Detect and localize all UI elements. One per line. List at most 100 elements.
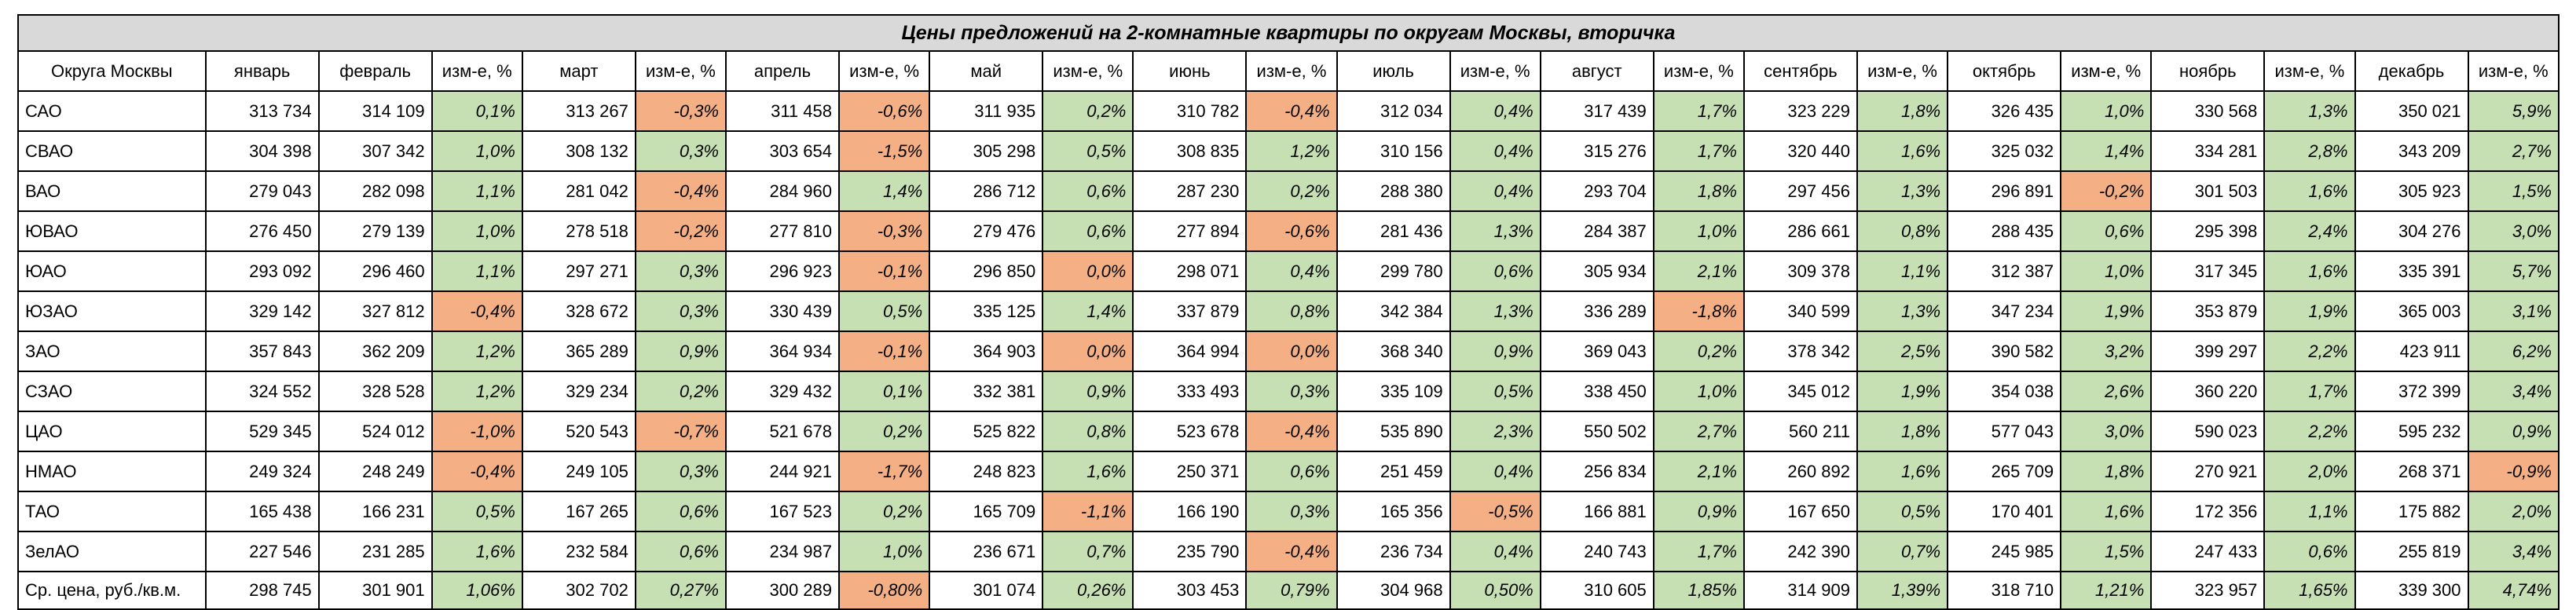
average-price-cell[interactable]: 323 957	[2150, 571, 2266, 610]
row-price-cell[interactable]: 279 043	[204, 170, 320, 212]
row-price-cell[interactable]: 313 734	[204, 90, 320, 132]
row-pct-cell[interactable]: 1,1%	[431, 250, 523, 292]
row-pct-cell[interactable]: 1,3%	[1449, 210, 1541, 252]
row-price-cell[interactable]: 303 654	[725, 130, 840, 172]
row-price-cell[interactable]: 231 285	[317, 531, 433, 572]
row-price-cell[interactable]: 347 234	[1947, 290, 2062, 332]
row-price-cell[interactable]: 329 142	[204, 290, 320, 332]
row-pct-cell[interactable]: 1,0%	[1652, 210, 1745, 252]
row-price-cell[interactable]: 248 823	[929, 451, 1044, 492]
row-pct-cell[interactable]: 2,0%	[2467, 491, 2560, 532]
average-pct-cell[interactable]: 0,79%	[1245, 571, 1338, 610]
row-price-cell[interactable]: 577 043	[1947, 411, 2062, 452]
row-pct-cell[interactable]: 2,8%	[2263, 130, 2356, 172]
row-pct-cell[interactable]: -0,2%	[634, 210, 727, 252]
row-price-cell[interactable]: 312 034	[1336, 90, 1451, 132]
row-pct-cell[interactable]: 1,6%	[431, 531, 523, 572]
row-price-cell[interactable]: 342 384	[1336, 290, 1451, 332]
row-price-cell[interactable]: 333 493	[1132, 371, 1248, 412]
header-cell[interactable]: ноябрь	[2150, 50, 2266, 92]
row-price-cell[interactable]: 378 342	[1742, 331, 1858, 372]
row-pct-cell[interactable]: 0,3%	[1245, 491, 1338, 532]
row-price-cell[interactable]: 362 209	[317, 331, 433, 372]
row-pct-cell[interactable]: 1,2%	[1245, 130, 1338, 172]
row-price-cell[interactable]: 256 834	[1539, 451, 1654, 492]
row-price-cell[interactable]: 308 835	[1132, 130, 1248, 172]
row-pct-cell[interactable]: 2,7%	[1652, 411, 1745, 452]
row-pct-cell[interactable]: 2,7%	[2467, 130, 2560, 172]
average-price-cell[interactable]: 298 745	[204, 571, 320, 610]
average-pct-cell[interactable]: 1,65%	[2263, 571, 2356, 610]
row-price-cell[interactable]: 523 678	[1132, 411, 1248, 452]
row-price-cell[interactable]: 165 709	[929, 491, 1044, 532]
row-pct-cell[interactable]: 0,1%	[431, 90, 523, 132]
row-pct-cell[interactable]: 0,0%	[1042, 331, 1134, 372]
row-pct-cell[interactable]: 0,0%	[1245, 331, 1338, 372]
row-price-cell[interactable]: 175 882	[2354, 491, 2469, 532]
row-price-cell[interactable]: 325 032	[1947, 130, 2062, 172]
row-price-cell[interactable]: 279 139	[317, 210, 433, 252]
row-price-cell[interactable]: 268 371	[2354, 451, 2469, 492]
row-price-cell[interactable]: 170 401	[1947, 491, 2062, 532]
row-price-cell[interactable]: 336 289	[1539, 290, 1654, 332]
row-price-cell[interactable]: 340 599	[1742, 290, 1858, 332]
row-pct-cell[interactable]: 0,3%	[634, 250, 727, 292]
average-price-cell[interactable]: 301 074	[929, 571, 1044, 610]
row-price-cell[interactable]: 255 819	[2354, 531, 2469, 572]
row-pct-cell[interactable]: 3,4%	[2467, 531, 2560, 572]
row-pct-cell[interactable]: 0,9%	[634, 331, 727, 372]
header-cell[interactable]: Округа Москвы	[17, 50, 207, 92]
row-price-cell[interactable]: 166 881	[1539, 491, 1654, 532]
row-price-cell[interactable]: 298 071	[1132, 250, 1248, 292]
row-pct-cell[interactable]: 0,0%	[1042, 250, 1134, 292]
row-price-cell[interactable]: 284 960	[725, 170, 840, 212]
row-price-cell[interactable]: 423 911	[2354, 331, 2469, 372]
row-price-cell[interactable]: 314 109	[317, 90, 433, 132]
row-pct-cell[interactable]: 1,9%	[2263, 290, 2356, 332]
row-price-cell[interactable]: 343 209	[2354, 130, 2469, 172]
row-price-cell[interactable]: 560 211	[1742, 411, 1858, 452]
header-cell[interactable]: изм-е, %	[431, 50, 523, 92]
row-price-cell[interactable]: 335 391	[2354, 250, 2469, 292]
average-price-cell[interactable]: 310 605	[1539, 571, 1654, 610]
row-district-cell[interactable]: ЦАО	[17, 411, 207, 452]
row-price-cell[interactable]: 232 584	[521, 531, 636, 572]
row-pct-cell[interactable]: 1,7%	[1652, 531, 1745, 572]
row-pct-cell[interactable]: 2,1%	[1652, 250, 1745, 292]
row-pct-cell[interactable]: -1,5%	[837, 130, 931, 172]
row-price-cell[interactable]: 364 994	[1132, 331, 1248, 372]
row-price-cell[interactable]: 236 671	[929, 531, 1044, 572]
average-price-cell[interactable]: 300 289	[725, 571, 840, 610]
row-price-cell[interactable]: 297 456	[1742, 170, 1858, 212]
row-price-cell[interactable]: 167 265	[521, 491, 636, 532]
row-price-cell[interactable]: 165 356	[1336, 491, 1451, 532]
header-cell[interactable]: изм-е, %	[1856, 50, 1949, 92]
row-pct-cell[interactable]: 0,6%	[1042, 170, 1134, 212]
row-pct-cell[interactable]: 2,5%	[1856, 331, 1949, 372]
row-price-cell[interactable]: 330 568	[2150, 90, 2266, 132]
row-price-cell[interactable]: 304 276	[2354, 210, 2469, 252]
row-pct-cell[interactable]: 1,6%	[1856, 130, 1949, 172]
row-price-cell[interactable]: 521 678	[725, 411, 840, 452]
row-price-cell[interactable]: 276 450	[204, 210, 320, 252]
row-pct-cell[interactable]: 1,6%	[2263, 250, 2356, 292]
row-price-cell[interactable]: 296 891	[1947, 170, 2062, 212]
row-pct-cell[interactable]: 0,8%	[1245, 290, 1338, 332]
row-pct-cell[interactable]: 0,9%	[2467, 411, 2560, 452]
average-pct-cell[interactable]: 4,74%	[2467, 571, 2560, 610]
row-pct-cell[interactable]: 1,0%	[837, 531, 931, 572]
row-pct-cell[interactable]: 1,0%	[431, 130, 523, 172]
row-pct-cell[interactable]: 1,6%	[2060, 491, 2153, 532]
row-price-cell[interactable]: 240 743	[1539, 531, 1654, 572]
row-pct-cell[interactable]: 0,7%	[1856, 531, 1949, 572]
row-pct-cell[interactable]: 0,3%	[634, 451, 727, 492]
row-price-cell[interactable]: 330 439	[725, 290, 840, 332]
average-pct-cell[interactable]: -0,80%	[837, 571, 931, 610]
header-cell[interactable]: изм-е, %	[2263, 50, 2356, 92]
row-price-cell[interactable]: 270 921	[2150, 451, 2266, 492]
row-price-cell[interactable]: 281 042	[521, 170, 636, 212]
row-pct-cell[interactable]: 0,5%	[1042, 130, 1134, 172]
average-price-cell[interactable]: 303 453	[1132, 571, 1248, 610]
row-pct-cell[interactable]: -1,8%	[1652, 290, 1745, 332]
row-price-cell[interactable]: 286 712	[929, 170, 1044, 212]
